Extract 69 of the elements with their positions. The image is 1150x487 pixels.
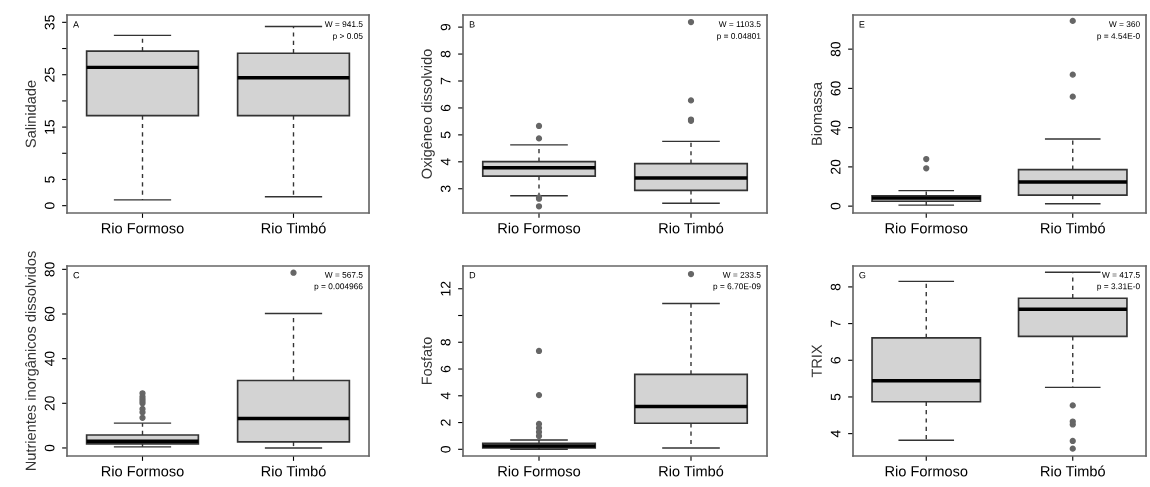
y-tick-label: 5	[830, 393, 841, 401]
annotation: p = 4.54E-0	[1097, 33, 1140, 41]
annotation: p = 3.31E-0	[1097, 283, 1140, 291]
y-axis-title: Fosfato	[421, 337, 432, 385]
annotation: G	[859, 271, 866, 279]
annotation: E	[859, 21, 865, 28]
y-tick-label: 60	[830, 81, 841, 96]
annotation: p > 0.05	[333, 33, 363, 41]
y-tick-label: 7	[830, 320, 841, 327]
x-tick-label: Rio Formoso	[885, 222, 968, 234]
y-tick-label: 5	[440, 131, 451, 139]
annotation: W = 941.5	[324, 21, 363, 28]
x-tick-label: Rio Formoso	[885, 465, 968, 477]
y-tick-label: 8	[440, 50, 451, 58]
annotation: W = 417.5	[1101, 272, 1140, 278]
annotation: W = 233.5	[722, 271, 761, 278]
y-axis-title: Oxigêneo dissolvido	[421, 49, 435, 179]
y-tick-label: 0	[830, 202, 841, 210]
annotation: p = 6.70E-09	[713, 283, 761, 291]
x-tick-label: Rio Formoso	[101, 465, 184, 477]
y-tick-label: 0	[44, 444, 55, 452]
y-tick-label: 20	[44, 396, 55, 411]
y-tick-label: 35	[44, 15, 55, 30]
y-tick-label: 3	[440, 185, 451, 193]
x-tick-label: Rio Formoso	[101, 222, 184, 234]
annotation: W = 567.5	[324, 271, 363, 278]
y-tick-label: 6	[830, 357, 841, 364]
x-tick-label: Rio Timbó	[1041, 465, 1105, 477]
y-tick-label: 4	[440, 158, 451, 166]
annotation: D	[469, 272, 476, 279]
y-axis-title: TRIX	[811, 344, 822, 378]
annotation: B	[469, 21, 475, 28]
x-tick-label: Rio Timbó	[659, 465, 724, 477]
y-tick-label: 40	[44, 351, 55, 367]
annotation: C	[73, 271, 80, 279]
annotation: W = 360	[1108, 21, 1140, 28]
x-tick-label: Rio Timbó	[261, 222, 326, 234]
x-tick-label: Rio Formoso	[498, 222, 581, 234]
y-tick-label: 40	[830, 120, 841, 136]
y-tick-label: 8	[830, 283, 841, 291]
y-tick-label: 60	[44, 306, 55, 322]
annotation: p = 0.004966	[314, 283, 363, 291]
annotation: p = 0.04801	[717, 33, 761, 41]
y-axis-title: Nutrientes inorgânicos dissolvidos	[25, 251, 39, 471]
y-tick-label: 0	[440, 445, 451, 453]
y-tick-label: 8	[440, 339, 451, 346]
y-tick-label: 25	[44, 67, 55, 82]
y-tick-label: 6	[440, 365, 451, 373]
y-tick-label: 7	[440, 77, 451, 85]
annotation: W = 1103.5	[718, 21, 761, 28]
y-axis-title: Salinidade	[25, 80, 36, 148]
y-axis-title: Biomassa	[811, 81, 822, 145]
annotation: A	[73, 21, 80, 28]
x-tick-label: Rio Timbó	[1041, 222, 1105, 234]
y-tick-label: 80	[830, 41, 841, 57]
y-tick-label: 20	[830, 159, 841, 174]
x-tick-label: Rio Formoso	[498, 465, 581, 477]
y-tick-label: 9	[440, 23, 451, 31]
y-tick-label: 80	[44, 262, 55, 277]
y-tick-label: 12	[440, 281, 451, 296]
x-tick-label: Rio Timbó	[261, 465, 326, 477]
y-tick-label: 4	[830, 430, 841, 438]
y-tick-label: 0	[44, 202, 55, 209]
x-tick-label: Rio Timbó	[659, 222, 724, 234]
y-tick-label: 15	[44, 119, 55, 134]
y-tick-label: 5	[44, 176, 55, 183]
y-tick-label: 2	[440, 419, 451, 426]
y-tick-label: 4	[440, 392, 451, 400]
y-tick-label: 6	[440, 104, 451, 112]
